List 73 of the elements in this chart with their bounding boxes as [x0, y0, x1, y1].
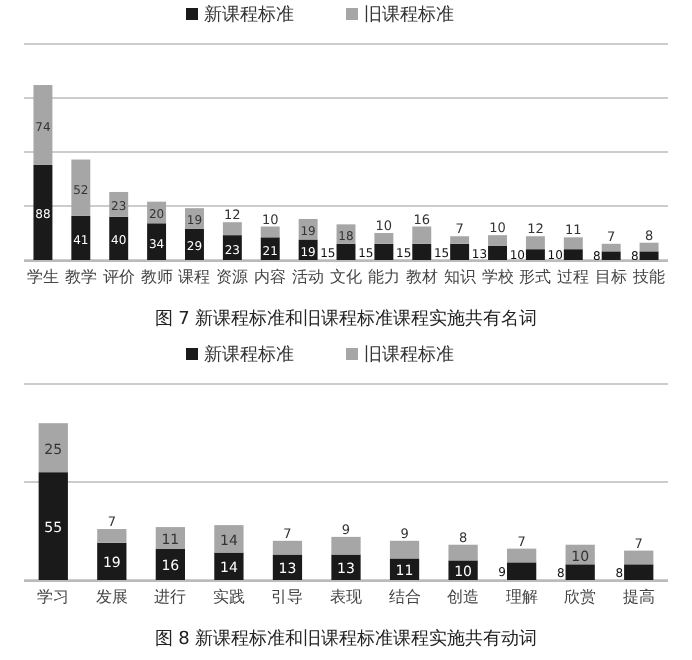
- bar: [565, 564, 595, 580]
- bar: [214, 552, 244, 580]
- bar: [507, 562, 537, 580]
- x-tick-label: 学习: [37, 588, 70, 606]
- bar: [214, 525, 244, 553]
- x-tick-label: 内容: [254, 268, 287, 286]
- bar: [412, 226, 432, 244]
- legend-label: 旧课程标准: [364, 344, 454, 366]
- bar: [147, 223, 167, 260]
- bar: [38, 472, 68, 580]
- x-tick-label: 实践: [212, 588, 245, 606]
- bar: [601, 243, 621, 252]
- x-tick-label: 课程: [178, 268, 211, 286]
- bar: [639, 242, 659, 252]
- bar: [374, 233, 394, 244]
- bar: [601, 251, 621, 260]
- bar: [38, 423, 68, 473]
- bar: [97, 529, 127, 543]
- bar: [374, 243, 394, 260]
- bar: [389, 540, 420, 559]
- x-tick-label: 能力: [367, 268, 400, 286]
- x-tick-label: 活动: [292, 268, 325, 286]
- bar: [33, 85, 53, 165]
- x-tick-label: 教学: [64, 268, 97, 286]
- bar: [109, 216, 129, 260]
- x-tick-label: 表现: [330, 588, 362, 606]
- x-tick-label: 结合: [388, 588, 421, 606]
- x-tick-label: 目标: [595, 268, 628, 286]
- x-tick-label: 创造: [447, 588, 480, 606]
- x-tick-label: 知识: [443, 268, 476, 286]
- bar: [33, 164, 53, 260]
- bar: [624, 550, 654, 565]
- x-tick-label: 文化: [330, 268, 362, 286]
- bar: [260, 226, 280, 238]
- x-tick-label: 评价: [102, 268, 135, 286]
- x-tick-label: 发展: [95, 588, 128, 606]
- bar: [639, 251, 659, 260]
- x-tick-label: 理解: [505, 588, 538, 606]
- bar: [222, 222, 242, 236]
- bar: [563, 249, 583, 260]
- x-tick-label: 提高: [622, 588, 655, 606]
- bar: [450, 236, 470, 244]
- x-tick-label: 进行: [154, 588, 187, 606]
- x-tick-label: 技能: [631, 268, 666, 286]
- bar: [336, 243, 356, 260]
- bar: [331, 536, 361, 555]
- legend-label: 新课程标准: [204, 4, 294, 26]
- x-tick-label: 教师: [140, 268, 173, 286]
- bar: [563, 237, 583, 250]
- bar: [507, 548, 537, 563]
- bar: [412, 243, 432, 260]
- x-tick-label: 欣赏: [564, 588, 597, 606]
- bar: [71, 215, 91, 260]
- x-tick-label: 引导: [271, 588, 304, 606]
- bar: [448, 544, 478, 561]
- bar: [488, 245, 507, 260]
- x-tick-label: 过程: [557, 268, 590, 286]
- bar: [525, 249, 545, 260]
- caption: 图 8 新课程标准和旧课程标准课程实施共有动词: [154, 628, 538, 650]
- bar: [525, 236, 545, 250]
- bar: [488, 235, 507, 246]
- legend-label: 旧课程标准: [364, 4, 454, 26]
- x-tick-label: 形式: [519, 268, 552, 286]
- caption: 图 7 新课程标准和旧课程标准课程实施共有名词: [154, 308, 538, 330]
- x-tick-label: 学校: [481, 268, 514, 286]
- bar: [71, 159, 91, 216]
- x-tick-label: 教材: [405, 268, 438, 286]
- bar: [450, 243, 470, 260]
- x-tick-label: 资源: [216, 268, 249, 286]
- legend-label: 新课程标准: [204, 344, 294, 366]
- bar: [624, 564, 654, 580]
- bar: [272, 540, 303, 555]
- x-tick-label: 学生: [26, 268, 59, 286]
